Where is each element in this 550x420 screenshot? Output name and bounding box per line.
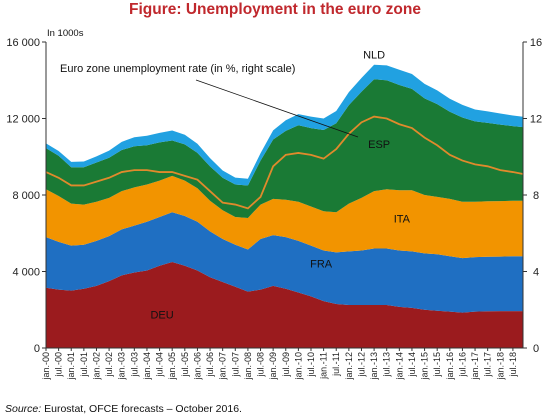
area-nld (46, 64, 523, 186)
x-tick-label: jul.-15 (432, 352, 442, 378)
x-tick-label: jul.-07 (230, 352, 240, 378)
x-tick-label: jan.-03 (117, 352, 127, 381)
area-deu (46, 261, 523, 348)
series-label-esp: ESP (368, 139, 390, 151)
x-tick-label: jul.-03 (129, 352, 139, 378)
x-tick-label: jan.-12 (344, 352, 354, 381)
chart-title: Figure: Unemployment in the euro zone (129, 1, 421, 18)
x-tick-label: jan.-07 (218, 352, 228, 381)
x-tick-label: jan.-06 (192, 352, 202, 381)
source-text: Eurostat, OFCE forecasts – October 2016. (44, 403, 242, 415)
right-tick-label: 0 (533, 343, 539, 355)
x-tick-label: jan.-00 (41, 352, 51, 381)
x-tick-label: jul.-10 (306, 352, 316, 378)
right-tick-label: 4 (533, 267, 539, 279)
x-tick-label: jan.-01 (66, 352, 76, 381)
x-tick-label: jul.-17 (483, 352, 493, 378)
x-tick-label: jan.-15 (420, 352, 430, 381)
source-note: Source: Eurostat, OFCE forecasts – Octob… (5, 403, 242, 415)
rate-annotation: Euro zone unemployment rate (in %, right… (60, 63, 295, 75)
x-tick-label: jan.-17 (470, 352, 480, 381)
left-unit-label: In 1000s (47, 28, 84, 39)
area-layers: DEU FRA ITA ESP NLD (46, 49, 523, 348)
rate-line (45, 115, 524, 210)
right-tick-label: 16 (530, 37, 542, 49)
x-tick-label: jul.-04 (155, 352, 165, 378)
left-tick-label: 8 000 (12, 190, 40, 202)
x-tick-label: jan.-14 (394, 352, 404, 381)
right-tick-label: 8 (533, 190, 539, 202)
x-tick-label: jul.-00 (54, 352, 64, 378)
x-tick-label: jan.-05 (167, 352, 177, 381)
series-label-ita: ITA (394, 214, 411, 226)
x-tick-label: jan.-08 (243, 352, 253, 381)
left-tick-label: 4 000 (12, 267, 40, 279)
series-label-fra: FRA (310, 259, 333, 271)
x-tick-label: jul.-08 (256, 352, 266, 378)
x-tick-label: jul.-05 (180, 352, 190, 378)
x-tick-label: jul.-11 (331, 352, 341, 377)
area-esp (46, 79, 523, 218)
x-tick-label: jul.-01 (79, 352, 89, 378)
x-tick-label: jul.-06 (205, 352, 215, 378)
x-tick-label: jan.-10 (293, 352, 303, 381)
source-label: Source: (5, 403, 41, 415)
x-tick-label: jul.-13 (382, 352, 392, 378)
area-ita (46, 175, 523, 259)
x-tick-label: jan.-16 (445, 352, 455, 381)
area-fra (46, 212, 523, 313)
series-label-deu: DEU (150, 309, 173, 321)
x-tick-label: jan.-02 (91, 352, 101, 381)
x-tick-label: jan.-09 (268, 352, 278, 381)
x-tick-label: jul.-12 (356, 352, 366, 378)
x-tick-label: jan.-04 (142, 352, 152, 381)
x-tick-label: jan.-13 (369, 352, 379, 381)
x-tick-label: jul.-16 (457, 352, 467, 378)
x-tick-label: jan.-18 (495, 352, 505, 381)
annotation-pointer (195, 79, 359, 138)
left-tick-label: 16 000 (6, 37, 40, 49)
x-tick-label: jul.-09 (281, 352, 291, 378)
left-tick-label: 12 000 (6, 114, 40, 126)
rate-line-group (45, 115, 524, 210)
x-tick-label: jul.-02 (104, 352, 114, 378)
x-tick-label: jan.-11 (319, 352, 329, 380)
x-tick-label: jul.-18 (508, 352, 518, 378)
right-tick-label: 12 (530, 114, 542, 126)
x-tick-label: jul.-14 (407, 352, 417, 378)
left-tick-label: 0 (34, 343, 40, 355)
series-label-nld: NLD (363, 49, 385, 61)
